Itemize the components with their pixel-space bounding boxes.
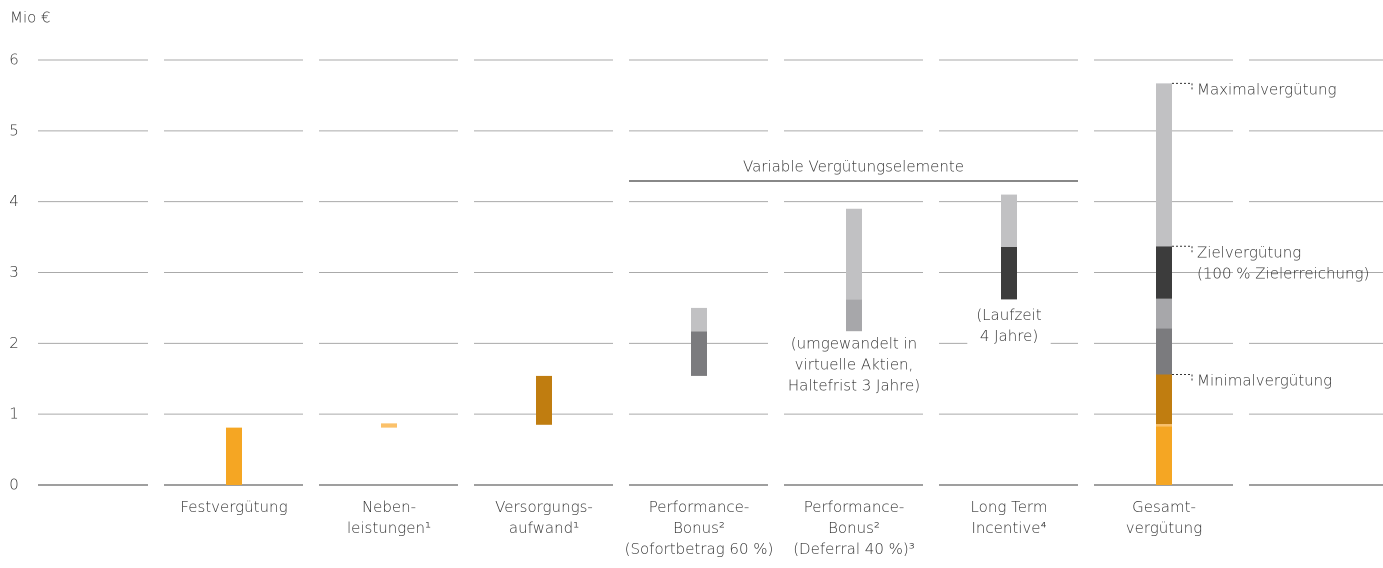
x-tick-label: Long Term Incentive⁴ xyxy=(971,498,1048,537)
bar-note: (Laufzeit 4 Jahre) xyxy=(976,306,1041,345)
bar-segment xyxy=(1001,194,1017,247)
x-tick-label-line: Bonus² xyxy=(673,519,725,537)
x-tick-label: Versorgungs-aufwand¹ xyxy=(495,498,593,537)
y-tick-label: 6 xyxy=(9,51,19,69)
y-tick-label: 1 xyxy=(9,405,19,423)
bar-segment xyxy=(226,427,242,485)
bar-note-line: virtuelle Aktien, xyxy=(795,355,914,373)
y-tick-label: 2 xyxy=(9,334,19,352)
bar-note-line: (Laufzeit xyxy=(976,306,1041,324)
annotation-line: Minimalvergütung xyxy=(1197,371,1332,389)
bar-segment xyxy=(1156,83,1172,247)
bar-segment xyxy=(691,307,707,332)
bar-segment xyxy=(1156,374,1172,425)
bar-segment xyxy=(1156,426,1172,485)
x-tick-label-line: Festvergütung xyxy=(180,498,287,516)
annotation-line: (100 % Zielerreichung) xyxy=(1197,264,1369,282)
annotation: Zielvergütung (100 % Zielerreichung) xyxy=(1197,243,1369,282)
bar-segment xyxy=(846,299,862,332)
annotation-line: Maximalvergütung xyxy=(1197,80,1337,98)
bar-segment xyxy=(1156,424,1172,427)
x-tick-label-line: aufwand¹ xyxy=(509,519,579,537)
x-tick-label-line: Bonus² xyxy=(828,519,880,537)
x-tick-label: Gesamt-vergütung xyxy=(1126,498,1202,537)
x-tick-label: Performance- Bonus² (Deferral 40 %)³ xyxy=(793,498,915,558)
x-tick-label: Performance- Bonus² (Sofortbetrag 60 %) xyxy=(625,498,774,558)
annotation: Maximalvergütung xyxy=(1197,80,1337,98)
bar-segment xyxy=(1001,247,1017,300)
bar-segment xyxy=(691,331,707,376)
x-tick-label-line: (Deferral 40 %)³ xyxy=(793,540,915,558)
x-tick-label-line: Versorgungs- xyxy=(495,498,593,516)
bar-note-line: Haltefrist 3 Jahre) xyxy=(788,376,920,394)
bar-segment xyxy=(846,208,862,300)
bar-note-line: 4 Jahre) xyxy=(980,327,1038,345)
x-tick-label: Festvergütung xyxy=(180,498,287,516)
bar-note-line: (umgewandelt in xyxy=(791,334,917,352)
note-background xyxy=(769,331,939,397)
y-tick-label: 0 xyxy=(9,476,19,494)
y-tick-label: 4 xyxy=(9,192,19,210)
note-background xyxy=(967,303,1051,347)
y-tick-label: 5 xyxy=(9,121,19,139)
x-tick-label-line: Performance- xyxy=(649,498,749,516)
bar-segment xyxy=(536,375,552,425)
x-tick-label-line: Incentive⁴ xyxy=(971,519,1046,537)
x-tick-label-line: Long Term xyxy=(971,498,1048,516)
bar-segment xyxy=(1156,328,1172,375)
y-tick-label: 3 xyxy=(9,263,19,281)
x-tick-label-line: Neben- xyxy=(362,498,416,516)
x-tick-label-line: (Sofortbetrag 60 %) xyxy=(625,540,774,558)
x-tick-label-line: leistungen¹ xyxy=(347,519,431,537)
bar-segment xyxy=(1156,298,1172,329)
y-axis-label: Mio € xyxy=(10,9,51,27)
annotation: Minimalvergütung xyxy=(1197,371,1332,389)
x-tick-label: Neben-leistungen¹ xyxy=(347,498,431,537)
annotation-line: Zielvergütung xyxy=(1197,243,1301,261)
group-label: Variable Vergütungselemente xyxy=(743,158,964,176)
x-tick-label-line: Gesamt- xyxy=(1132,498,1196,516)
bar-segment xyxy=(1156,246,1172,299)
x-tick-label-line: vergütung xyxy=(1126,519,1202,537)
bar-segment xyxy=(381,423,397,428)
x-tick-label-line: Performance- xyxy=(804,498,904,516)
bar-note: (umgewandelt in virtuelle Aktien, Haltefri… xyxy=(788,334,920,394)
